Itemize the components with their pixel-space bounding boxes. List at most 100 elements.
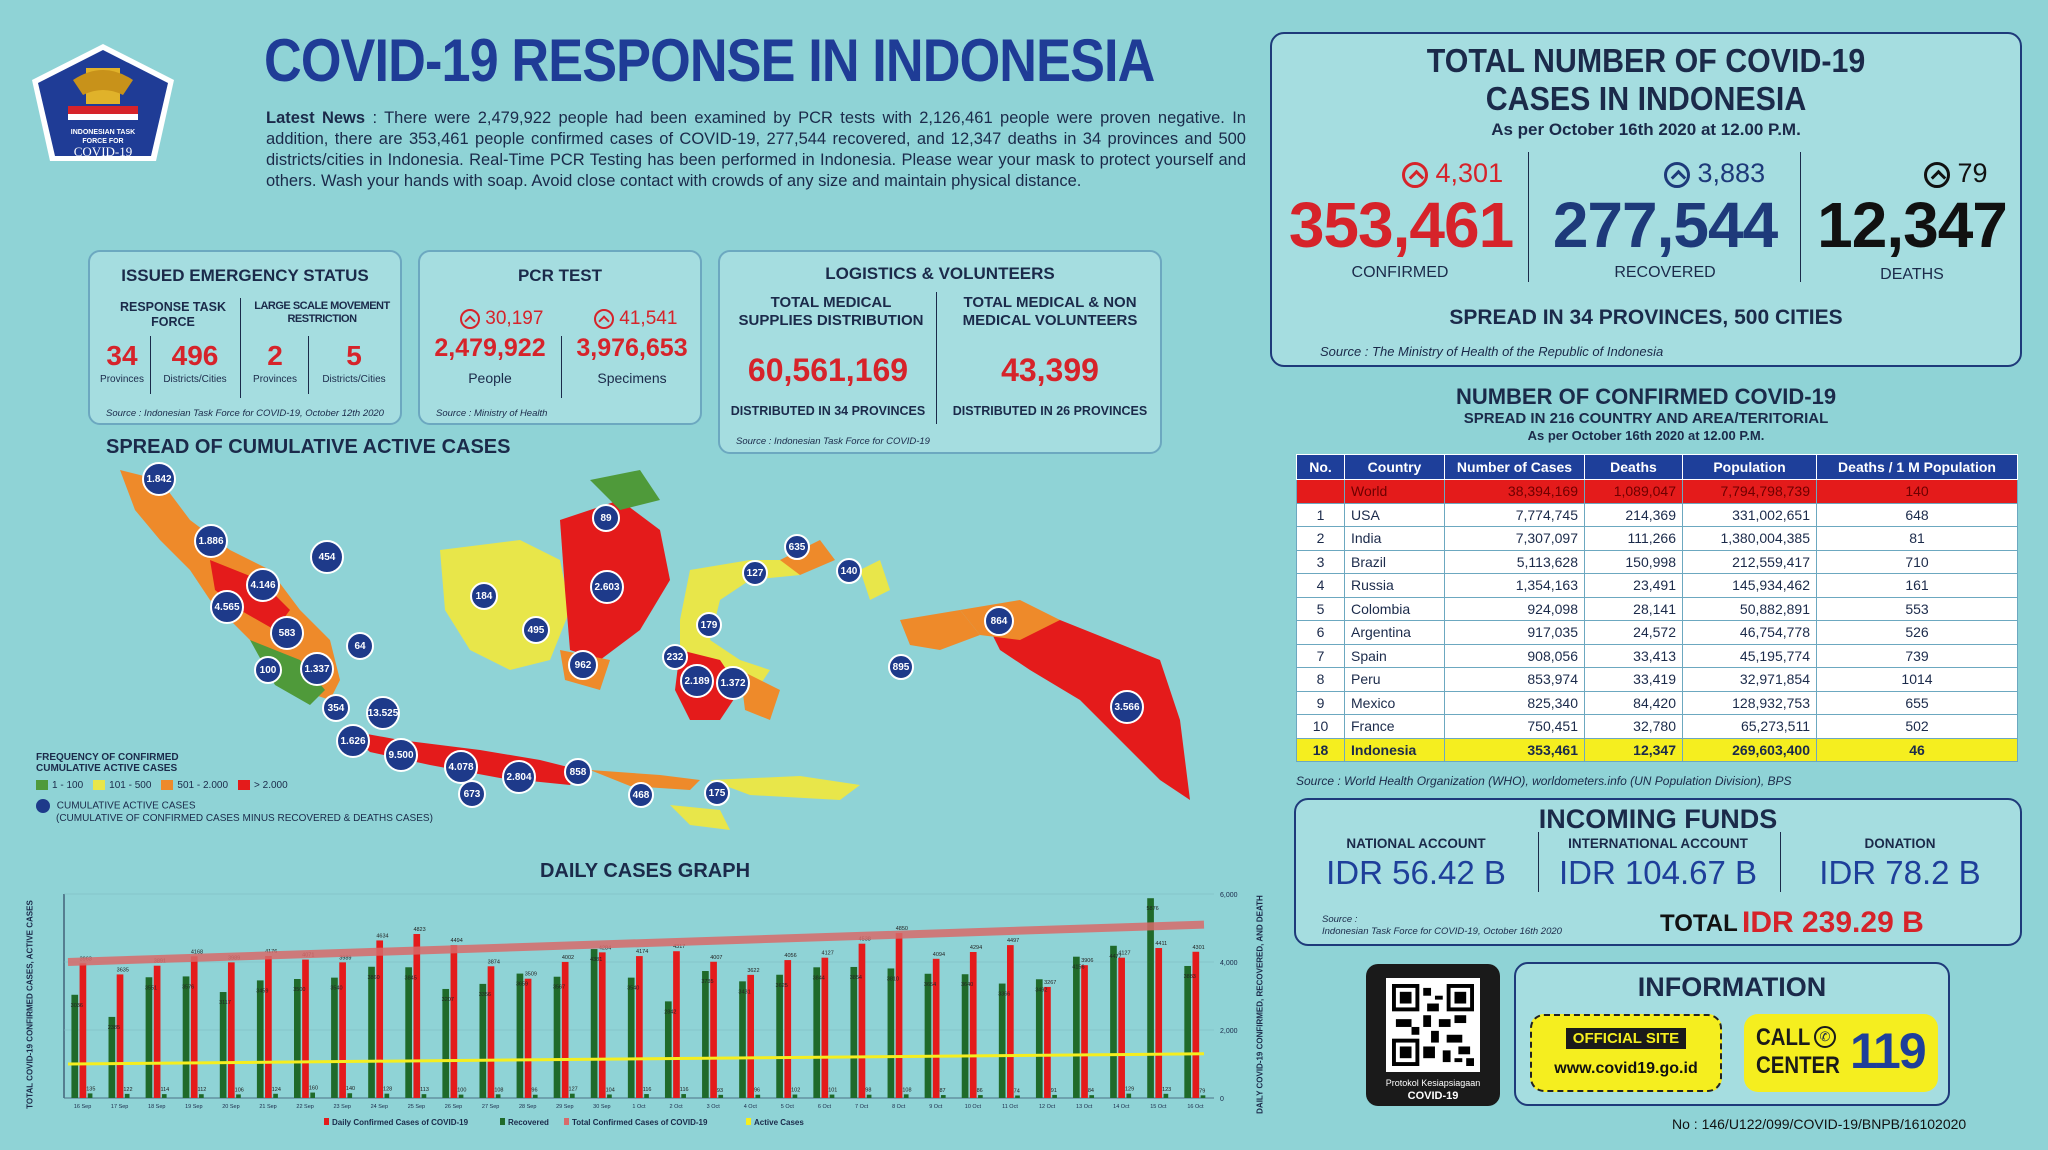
cell-deaths-per-million: 502 — [1816, 714, 2018, 739]
cell-country: Russia — [1344, 573, 1445, 598]
active-cases-line — [67, 1052, 1205, 1066]
deaths-bar — [1089, 1095, 1095, 1098]
logistics-title: LOGISTICS & VOLUNTEERS — [825, 264, 1055, 283]
official-site-label: OFFICIAL SITE — [1566, 1028, 1686, 1049]
confirmed-bar — [190, 956, 198, 1098]
cell-deaths-per-million: 648 — [1816, 502, 2018, 527]
confirmed-value-label: 4317 — [673, 944, 685, 950]
map-circle-diy[interactable]: 673 — [458, 780, 486, 808]
map-circle-aceh[interactable]: 1.842 — [142, 462, 176, 496]
map-circle-sulbar[interactable]: 232 — [662, 644, 688, 670]
confirmed-value-label: 4007 — [710, 955, 722, 961]
divider — [1528, 152, 1529, 282]
map-circle-kalbar[interactable]: 184 — [470, 582, 498, 610]
recovered-bar — [1147, 898, 1154, 1098]
map-circle-kaltim[interactable]: 2.603 — [590, 570, 624, 604]
cell-cases: 7,307,097 — [1444, 526, 1585, 551]
chart-x-tick-label: 17 Sep — [111, 1104, 128, 1110]
confirmed-value-label: 4168 — [191, 949, 203, 955]
map-circle-malut[interactable]: 140 — [836, 558, 862, 584]
deaths-bar — [199, 1094, 204, 1098]
map-circle-ntb[interactable]: 468 — [628, 782, 654, 808]
volunteers-value: 43,399 — [1001, 352, 1099, 388]
map-circle-sulteng[interactable]: 179 — [696, 612, 722, 638]
official-site-badge[interactable]: OFFICIAL SITE www.covid19.go.id — [1530, 1014, 1722, 1092]
chart-x-tick-label: 14 Oct — [1113, 1104, 1130, 1110]
cell-cases: 825,340 — [1444, 690, 1585, 715]
news-text: : There were 2,479,922 people had been e… — [266, 109, 1246, 190]
map-circle-kalsel[interactable]: 962 — [568, 650, 598, 680]
confirmed-bar — [450, 945, 458, 1098]
chart-y-tick-label: 4,000 — [1220, 960, 1238, 967]
deaths-bar — [495, 1094, 501, 1098]
cell-no: 3 — [1296, 549, 1345, 574]
recovered-bar — [887, 968, 895, 1098]
map-circle-babel[interactable]: 64 — [346, 632, 374, 660]
call-center-badge[interactable]: CALL ✆ CENTER 119 — [1744, 1014, 1938, 1092]
map-circle-papua[interactable]: 3.566 — [1110, 690, 1144, 724]
cell-country: India — [1344, 526, 1445, 551]
cell-deaths-per-million: 739 — [1816, 643, 2018, 668]
divider — [240, 298, 241, 398]
national-account-value: IDR 56.42 B — [1326, 854, 1506, 891]
map-circle-banten[interactable]: 1.626 — [336, 724, 370, 758]
header-cases: Number of Cases — [1444, 454, 1585, 480]
map-circle-riau[interactable]: 4.146 — [246, 568, 280, 602]
map-circle-ntt[interactable]: 175 — [704, 780, 730, 806]
indonesia-map: 1.842 1.886 454 4.146 4.565 583 64 100 1… — [100, 460, 1200, 840]
recovered-value-label: 3735 — [701, 979, 713, 985]
map-circle-papua-barat[interactable]: 864 — [984, 606, 1014, 636]
map-circle-bali[interactable]: 858 — [564, 758, 592, 786]
map-circle-sumbar[interactable]: 4.565 — [210, 590, 244, 624]
legend-label: > 2.000 — [254, 780, 288, 791]
recovered-bar — [664, 1001, 672, 1098]
deaths-bar — [1163, 1093, 1169, 1098]
map-circle-gorontalo[interactable]: 127 — [742, 560, 768, 586]
map-circle-maluku[interactable]: 895 — [888, 654, 914, 680]
specimens-tested-value: 3,976,653 — [576, 334, 688, 362]
confirmed-bar — [1081, 965, 1088, 1098]
cell-country: Argentina — [1344, 620, 1445, 645]
map-circle-lampung[interactable]: 354 — [322, 694, 350, 722]
cell-deaths-per-million: 46 — [1816, 737, 2018, 762]
map-circle-kaltara[interactable]: 89 — [592, 504, 620, 532]
cell-deaths: 150,998 — [1584, 549, 1683, 574]
official-site-url[interactable]: www.covid19.go.id — [1554, 1060, 1698, 1077]
map-circle-jatim[interactable]: 2.804 — [502, 760, 536, 794]
logistics-source: Source : Indonesian Task Force for COVID… — [736, 436, 930, 447]
legend-item: > 2.000 — [238, 780, 288, 791]
chart-x-tick-label: 1 Oct — [632, 1104, 646, 1110]
call-center-label-1: CALL — [1756, 1024, 1811, 1051]
deaths-value-label: 100 — [457, 1088, 466, 1094]
confirmed-bar — [339, 962, 346, 1098]
map-circle-sulut[interactable]: 635 — [784, 534, 810, 560]
map-circle-kalteng[interactable]: 495 — [522, 616, 550, 644]
map-circle-jambi[interactable]: 583 — [270, 616, 304, 650]
call-center-number[interactable]: 119 — [1850, 1023, 1927, 1079]
map-circle-sumsel[interactable]: 1.337 — [300, 652, 334, 686]
map-circle-dki[interactable]: 13.525 — [366, 696, 400, 730]
map-circle-jateng[interactable]: 4.078 — [444, 750, 478, 784]
recovered-bar — [405, 967, 412, 1098]
total-cases-panel: TOTAL NUMBER OF COVID-19 CASES IN INDONE… — [1270, 32, 2022, 367]
international-account-value: IDR 104.67 B — [1558, 854, 1758, 891]
recovered-bar — [294, 979, 301, 1098]
cell-population: 50,882,891 — [1682, 596, 1817, 621]
deaths-value-label: 91 — [1051, 1088, 1057, 1094]
qr-code-card[interactable]: Protokol Kesiapsiagaan COVID-19 — [1366, 964, 1500, 1106]
recovered-value-label: 2385 — [108, 1025, 120, 1031]
chart-legend-swatch — [500, 1118, 505, 1125]
map-circle-sulsel[interactable]: 2.189 — [680, 664, 714, 698]
map-circle-bengkulu[interactable]: 100 — [254, 656, 282, 684]
map-circle-sumut[interactable]: 1.886 — [194, 524, 228, 558]
confirmed-value-label: 4634 — [376, 933, 388, 939]
supplies-title: TOTAL MEDICAL SUPPLIES DISTRIBUTION — [738, 294, 924, 329]
cell-deaths-per-million: 655 — [1816, 690, 2018, 715]
total-title-2: CASES IN INDONESIA — [1485, 80, 1807, 117]
deaths-bar — [236, 1094, 241, 1098]
map-circle-jabar[interactable]: 9.500 — [384, 738, 418, 772]
map-circle-sultra[interactable]: 1.372 — [716, 666, 750, 700]
map-circle-kepri[interactable]: 454 — [310, 540, 344, 574]
cell-deaths: 1,089,047 — [1584, 479, 1683, 504]
